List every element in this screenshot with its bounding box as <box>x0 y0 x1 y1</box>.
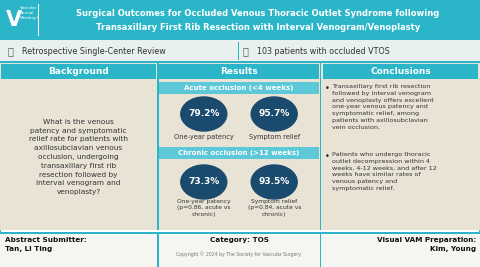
Text: Transaxillary First Rib Resection with Interval Venogram/Venoplasty: Transaxillary First Rib Resection with I… <box>96 22 420 32</box>
Text: V: V <box>6 10 22 30</box>
Bar <box>238 42 239 60</box>
Text: Abstract Submitter:: Abstract Submitter: <box>5 237 87 243</box>
Ellipse shape <box>251 97 297 131</box>
Text: Conclusions: Conclusions <box>370 67 431 76</box>
Bar <box>0 0 480 40</box>
Text: 📋: 📋 <box>8 46 14 56</box>
Text: Results: Results <box>220 67 258 76</box>
Text: 79.2%: 79.2% <box>188 109 219 119</box>
Text: Patients who undergo thoracic
outlet decompression within 4
weeks, 4-12 weeks, a: Patients who undergo thoracic outlet dec… <box>332 152 437 191</box>
Bar <box>0 232 480 234</box>
Bar <box>159 147 319 159</box>
Text: 73.3%: 73.3% <box>188 178 219 187</box>
Bar <box>320 62 321 230</box>
Text: Surgical Outcomes for Occluded Venous Thoracic Outlet Syndrome following: Surgical Outcomes for Occluded Venous Th… <box>76 10 440 18</box>
Text: Retrospective Single-Center Review: Retrospective Single-Center Review <box>22 46 166 56</box>
Text: •: • <box>325 152 330 161</box>
Text: Category: TOS: Category: TOS <box>209 237 268 243</box>
Text: •: • <box>325 84 330 93</box>
Text: Symptom relief
(p=0.84, acute vs
chronic): Symptom relief (p=0.84, acute vs chronic… <box>248 199 301 217</box>
Text: Visual VAM Preparation:: Visual VAM Preparation: <box>377 237 476 243</box>
Bar <box>0 62 480 230</box>
Text: Tan, Li Ting: Tan, Li Ting <box>5 246 52 252</box>
Bar <box>0 61 480 62</box>
Text: Transaxillary first rib resection
followed by interval venogram
and venoplasty o: Transaxillary first rib resection follow… <box>332 84 434 130</box>
Text: Background: Background <box>48 67 109 76</box>
Text: 93.5%: 93.5% <box>259 178 290 187</box>
Bar <box>159 64 319 79</box>
Ellipse shape <box>181 97 227 131</box>
Bar <box>0 40 480 62</box>
Bar <box>159 82 319 94</box>
Text: One-year patency: One-year patency <box>174 134 234 140</box>
Bar <box>323 64 478 79</box>
Bar <box>157 62 158 230</box>
Text: Kim, Young: Kim, Young <box>430 246 476 252</box>
Text: 95.7%: 95.7% <box>259 109 290 119</box>
Text: 👥: 👥 <box>243 46 249 56</box>
Text: 103 patients with occluded VTOS: 103 patients with occluded VTOS <box>257 46 390 56</box>
Bar <box>38 4 39 36</box>
Bar <box>320 232 321 267</box>
Ellipse shape <box>181 165 227 199</box>
Text: Chronic occlusion (>12 weeks): Chronic occlusion (>12 weeks) <box>179 150 300 156</box>
Text: Vascular
Annual
Meeting®: Vascular Annual Meeting® <box>20 6 41 20</box>
Text: One-year patency
(p=0.86, acute vs
chronic): One-year patency (p=0.86, acute vs chron… <box>177 199 230 217</box>
Bar <box>1 64 156 79</box>
Ellipse shape <box>251 165 297 199</box>
Text: Copyright © 2024 by The Society for Vascular Surgery: Copyright © 2024 by The Society for Vasc… <box>177 251 301 257</box>
Text: What is the venous
patency and symptomatic
relief rate for patients with
axillos: What is the venous patency and symptomat… <box>29 119 128 195</box>
Text: Symptom relief: Symptom relief <box>249 134 300 140</box>
Bar <box>157 232 158 267</box>
Text: Acute occlusion (<4 weeks): Acute occlusion (<4 weeks) <box>184 85 294 91</box>
Bar <box>0 232 480 267</box>
